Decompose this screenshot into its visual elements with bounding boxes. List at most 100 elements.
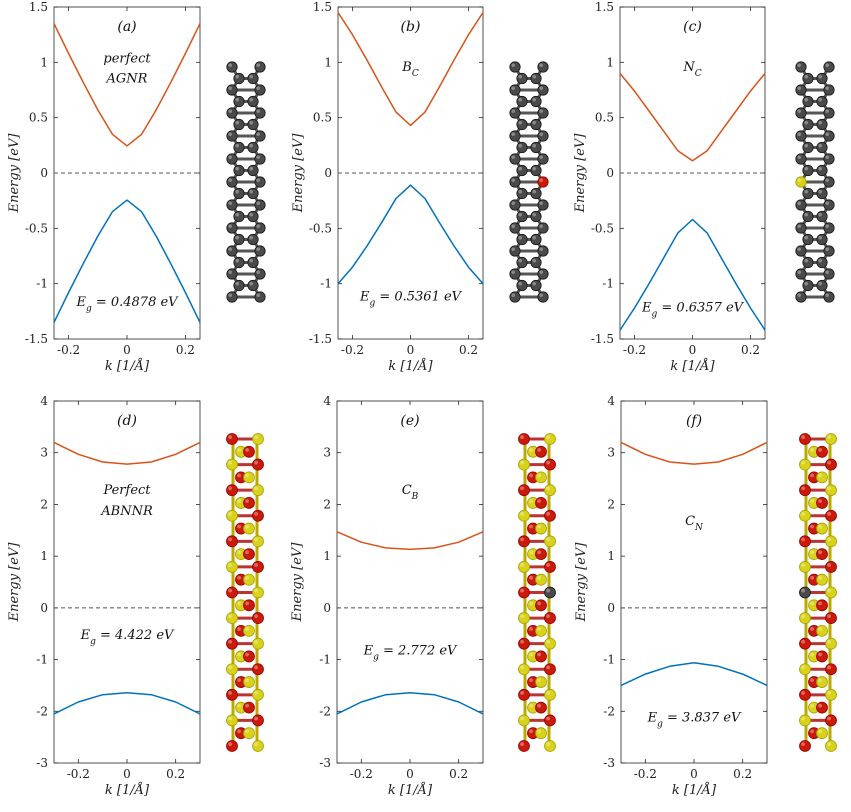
carbon-atom <box>823 222 835 234</box>
carbon-atom-highlight <box>228 247 232 251</box>
boron-atom <box>226 586 238 599</box>
ribbon-structure <box>226 61 266 303</box>
carbon-atom <box>816 187 828 200</box>
x-tick-label: 0 <box>123 343 131 357</box>
carbon-atom-highlight <box>518 258 522 263</box>
y-tick-label: 0 <box>323 601 331 615</box>
carbon-atom <box>795 222 807 234</box>
nitrogen-atom <box>799 561 811 573</box>
boron-atom <box>535 548 547 561</box>
carbon-atom <box>530 256 542 269</box>
carbon-atom <box>816 256 828 269</box>
carbon-dopant-atom-highlight <box>801 588 805 593</box>
boron-dopant-atom <box>537 176 549 188</box>
x-tick-label: -0.2 <box>67 767 90 781</box>
boron-atom <box>518 433 530 445</box>
boron-atom-highlight <box>254 563 258 567</box>
boron-atom <box>252 612 264 624</box>
boron-atom <box>226 637 238 650</box>
nitrogen-atom <box>518 612 530 624</box>
axes-frame <box>336 400 484 764</box>
valence-band-line <box>336 691 484 715</box>
carbon-atom-highlight <box>235 120 239 125</box>
carbon-atom <box>530 210 542 223</box>
carbon-atom <box>516 95 528 108</box>
carbon-atom <box>802 72 814 85</box>
carbon-atom <box>247 118 259 131</box>
carbon-atom-highlight <box>511 132 515 136</box>
boron-atom-highlight <box>254 511 258 516</box>
nitrogen-atom <box>252 740 264 752</box>
carbon-atom <box>802 210 814 223</box>
x-axis-label: k [1/Å] <box>105 782 150 798</box>
band-gap-label: Eg = 2.772 eV <box>363 643 458 662</box>
carbon-atom-highlight <box>511 201 515 205</box>
boron-atom-highlight <box>228 486 232 491</box>
carbon-atom <box>233 72 245 85</box>
carbon-atom-highlight <box>797 132 801 136</box>
structure-annotation: NC <box>682 60 701 79</box>
carbon-atom <box>823 61 835 73</box>
nitrogen-atom-highlight <box>245 473 249 478</box>
boron-atom-highlight <box>245 703 249 708</box>
y-tick-label: 1.5 <box>29 0 48 14</box>
nitrogen-atom-highlight <box>537 575 541 580</box>
carbon-atom <box>530 279 542 292</box>
y-tick-label: -1 <box>36 277 48 291</box>
carbon-atom <box>816 72 828 85</box>
y-tick-label: 0 <box>606 166 614 180</box>
nitrogen-atom-highlight <box>546 537 550 542</box>
boron-atom <box>544 509 556 522</box>
x-tick-label: -0.2 <box>350 767 373 781</box>
carbon-atom <box>537 222 549 234</box>
carbon-atom <box>233 164 245 177</box>
boron-atom-highlight <box>254 716 258 721</box>
nitrogen-atom-highlight <box>818 473 822 478</box>
carbon-atom <box>233 95 245 108</box>
nitrogen-atom <box>544 637 556 650</box>
nitrogen-atom-highlight <box>254 639 258 644</box>
boron-atom <box>243 650 255 663</box>
carbon-atom <box>795 199 807 211</box>
y-tick-label: -1 <box>602 277 614 291</box>
nitrogen-atom-highlight <box>537 729 541 734</box>
carbon-atom <box>247 95 259 108</box>
carbon-atom <box>509 107 521 119</box>
structure-annotation: perfect <box>103 51 151 66</box>
carbon-atom-highlight <box>235 212 239 217</box>
carbon-atom-highlight <box>818 97 822 102</box>
carbon-atom <box>530 164 542 177</box>
carbon-atom-highlight <box>235 189 239 194</box>
boron-atom <box>252 663 264 676</box>
boron-atom <box>252 509 264 522</box>
y-tick-label: 1 <box>324 55 332 69</box>
carbon-atom <box>233 118 245 131</box>
carbon-atom-highlight <box>804 258 808 263</box>
band-gap-label: Eg = 0.6357 eV <box>641 300 745 319</box>
ribbon-structure <box>226 433 264 752</box>
boron-atom-highlight <box>546 716 550 721</box>
boron-atom-highlight <box>827 563 831 567</box>
carbon-atom <box>247 72 259 85</box>
carbon-atom-highlight <box>532 74 536 79</box>
nitrogen-atom-highlight <box>537 473 541 478</box>
valence-band-line <box>53 691 201 715</box>
carbon-atom <box>516 210 528 223</box>
boron-atom <box>825 509 837 522</box>
carbon-atom <box>816 118 828 131</box>
nitrogen-atom <box>816 676 828 688</box>
boron-atom <box>544 663 556 676</box>
nitrogen-atom-highlight <box>254 435 258 440</box>
boron-atom-highlight <box>529 678 533 683</box>
carbon-atom <box>816 233 828 246</box>
nitrogen-dopant-atom-highlight <box>797 178 801 182</box>
y-axis-label: Energy [eV] <box>573 133 588 214</box>
carbon-atom <box>802 95 814 108</box>
nitrogen-atom <box>825 688 837 701</box>
boron-atom-highlight <box>520 690 524 695</box>
carbon-atom-highlight <box>825 132 829 136</box>
carbon-atom <box>516 279 528 292</box>
nitrogen-atom <box>535 624 547 637</box>
nitrogen-atom-highlight <box>546 435 550 440</box>
